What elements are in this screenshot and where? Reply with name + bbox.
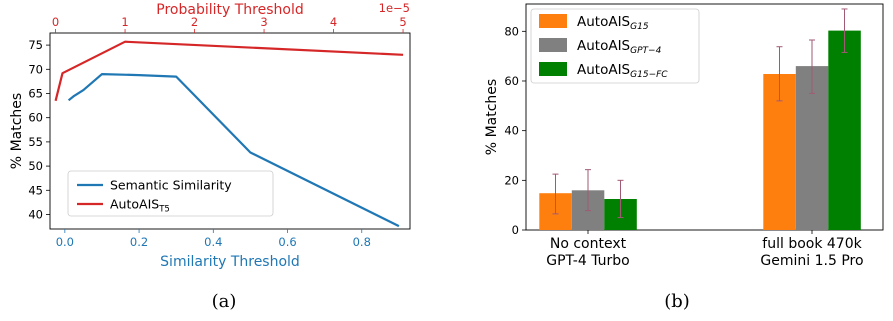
- chart-b-ytick-label: 60: [504, 74, 519, 88]
- chart-b-ytick-label: 80: [504, 24, 519, 38]
- chart-b-category-label: No context GPT-4 Turbo: [546, 236, 629, 269]
- chart-b-caption: (b): [664, 291, 690, 312]
- chart-a-y-axis-label: % Matches: [9, 93, 25, 169]
- legend-g15fc-label: AutoAISG15−FC: [577, 62, 668, 80]
- chart-a-ytick-label: 55: [28, 135, 43, 149]
- chart-b: 0 20 40 60 80 No context GPT-4 Turbo full book…: [484, 3, 884, 312]
- chart-a-top-tick-label: 0: [52, 15, 59, 29]
- chart-a-top-tick-label: 4: [330, 15, 337, 29]
- chart-a-top-axis-label: Probability Threshold: [156, 2, 303, 18]
- chart-a-top-tick-label: 1: [121, 15, 128, 29]
- legend-autoais-label: AutoAIST5: [110, 197, 170, 215]
- error-bar-1-2: [841, 8, 848, 53]
- legend-g15-label: AutoAISG15: [577, 14, 649, 32]
- chart-b-y-axis-label: % Matches: [484, 79, 500, 155]
- chart-a-xtick-label: 0.0: [56, 235, 74, 249]
- chart-a-ytick-label: 45: [28, 183, 43, 197]
- chart-b-category-label: full book 470k Gemini 1.5 Pro: [760, 236, 863, 269]
- chart-a-ytick-label: 50: [28, 159, 43, 173]
- error-bar-0-0: [552, 173, 559, 215]
- chart-b-ytick-label: 20: [504, 173, 519, 187]
- chart-a-ytick-label: 40: [28, 207, 43, 221]
- chart-a-xtick-label: 0.8: [353, 235, 371, 249]
- chart-a-top-tick-label: 3: [260, 15, 267, 29]
- chart-a-ytick-label: 60: [28, 111, 43, 125]
- legend-gpt4-label: AutoAISGPT−4: [577, 38, 662, 56]
- legend-g15fc-swatch: [539, 62, 567, 76]
- chart-a-ytick-label: 70: [28, 62, 43, 76]
- chart-b-ytick-label: 40: [504, 124, 519, 138]
- chart-a-top-tick-label: 5: [399, 15, 406, 29]
- chart-a-xtick-label: 0.2: [130, 235, 148, 249]
- legend-gpt4-swatch: [539, 38, 567, 52]
- bar-1-2: [828, 30, 861, 230]
- chart-b-legend: AutoAISG15 AutoAISGPT−4 AutoAISG15−FC: [530, 8, 700, 84]
- legend-g15-swatch: [539, 14, 567, 28]
- chart-b-ytick-label: 0: [512, 223, 519, 237]
- chart-a-top-axis-offset: 1e−5: [379, 1, 410, 15]
- legend-semantic-label: Semantic Similarity: [110, 178, 232, 193]
- chart-a-x-axis-label: Similarity Threshold: [160, 254, 300, 270]
- chart-a-plot-area: [49, 32, 411, 230]
- series-line-autoais-t5: [54, 40, 404, 102]
- error-bar-1-1: [809, 39, 815, 94]
- error-bar-0-2: [617, 179, 624, 219]
- chart-a-ytick-label: 75: [28, 38, 43, 52]
- chart-a-xtick-label: 0.4: [204, 235, 222, 249]
- chart-a-top-tick-label: 2: [191, 15, 198, 29]
- chart-a-ytick-label: 65: [28, 86, 43, 100]
- chart-a-xtick-label: 0.6: [278, 235, 296, 249]
- series-line-semantic-similarity: [67, 72, 400, 228]
- error-bar-0-1: [585, 169, 591, 212]
- chart-b-plot-area: [525, 3, 884, 231]
- chart-a-caption: (a): [212, 291, 237, 312]
- chart-a-legend: Semantic Similarity AutoAIST5: [67, 170, 274, 217]
- error-bar-1-0: [776, 46, 783, 102]
